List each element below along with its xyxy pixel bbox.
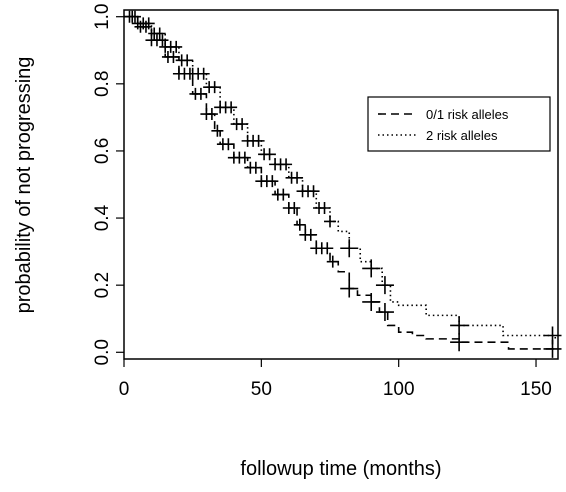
x-tick-label-3: 150 [520, 379, 552, 400]
censor-mark-1-18 [225, 101, 238, 114]
censor-mark-1-39 [375, 276, 394, 295]
legend: 0/1 risk alleles 2 risk alleles [367, 96, 551, 152]
legend-box [367, 96, 551, 152]
censor-mark-0-40 [375, 303, 394, 322]
censor-mark-0-18 [222, 138, 235, 151]
y-tick-label-5: 1.0 [92, 4, 113, 30]
censor-mark-0-21 [238, 151, 251, 164]
censor-mark-0-31 [293, 218, 306, 231]
censor-mark-1-5 [153, 27, 166, 40]
censor-mark-1-36 [324, 215, 337, 228]
y-axis-title: probability of not progressing [13, 57, 35, 314]
y-tick-label-3: 0.6 [92, 138, 113, 164]
series-layer [123, 10, 562, 358]
censor-mark-0-37 [326, 255, 339, 268]
censor-mark-0-6 [156, 34, 169, 47]
series-line-1 [124, 15, 557, 339]
censor-mark-0-39 [362, 292, 381, 311]
censor-mark-0-36 [321, 242, 334, 255]
censor-mark-1-40 [450, 316, 469, 335]
censor-mark-0-16 [211, 124, 224, 137]
x-tick-label-2: 100 [383, 379, 415, 400]
y-tick-label-0: 0.0 [92, 339, 113, 365]
axes: 0 50 100 150 0.0 0.2 0.4 0.6 0.8 1.0 [92, 4, 552, 400]
censor-mark-0-8 [167, 50, 180, 63]
censor-mark-1-8 [170, 40, 183, 53]
censor-mark-0-3 [139, 20, 152, 33]
y-tick-label-1: 0.2 [92, 272, 113, 298]
plot-area [123, 9, 559, 360]
legend-label-0: 0/1 risk alleles [426, 107, 509, 122]
censor-mark-1-23 [252, 134, 265, 147]
series-0 [123, 10, 562, 358]
censor-mark-1-30 [291, 171, 304, 184]
censor-mark-1-41 [543, 326, 562, 345]
censor-mark-1-37 [340, 239, 359, 258]
censor-mark-1-38 [362, 259, 381, 278]
censor-mark-0-23 [249, 161, 262, 174]
censor-mark-0-15 [205, 108, 218, 121]
plot-frame [123, 9, 559, 360]
x-tick-label-1: 50 [251, 379, 272, 400]
censor-mark-1-15 [208, 81, 221, 94]
censor-mark-0-28 [277, 188, 290, 201]
censor-mark-1-0 [126, 10, 139, 23]
censor-mark-1-25 [263, 148, 276, 161]
series-line-0 [124, 15, 556, 350]
censor-mark-0-38 [340, 279, 359, 298]
censor-mark-1-28 [280, 158, 293, 171]
censor-mark-0-30 [288, 201, 301, 214]
censor-mark-0-33 [304, 228, 317, 241]
y-tick-label-2: 0.4 [92, 204, 113, 231]
legend-label-1: 2 risk alleles [426, 128, 498, 143]
x-tick-label-0: 0 [119, 379, 130, 400]
censor-mark-1-20 [236, 118, 249, 131]
censor-mark-1-3 [142, 17, 155, 30]
y-tick-label-4: 0.8 [92, 71, 113, 97]
censor-mark-1-35 [318, 201, 331, 214]
x-axis-title: followup time (months) [240, 458, 441, 480]
censor-mark-0-13 [194, 87, 207, 100]
censor-mark-1-13 [197, 67, 210, 80]
censor-mark-0-26 [266, 175, 279, 188]
series-1 [124, 10, 562, 345]
censor-mark-0-41 [450, 333, 469, 352]
censor-mark-1-33 [307, 185, 320, 198]
censor-mark-1-10 [181, 54, 194, 67]
